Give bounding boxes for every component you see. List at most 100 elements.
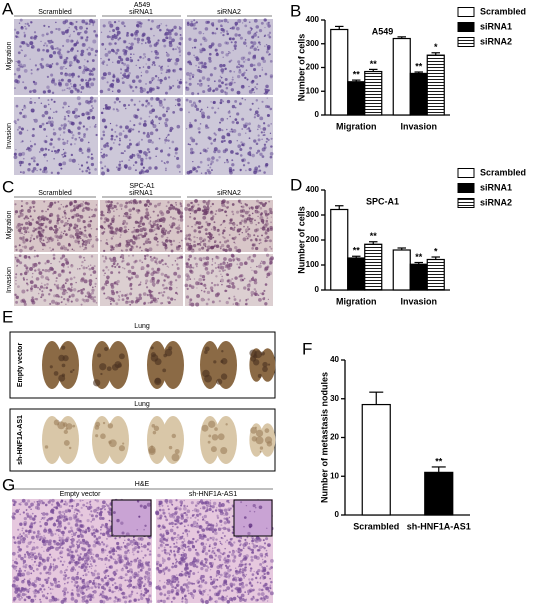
cell	[234, 21, 239, 26]
cell	[100, 31, 103, 34]
cell	[54, 564, 59, 569]
cell	[72, 83, 77, 88]
cell	[235, 210, 240, 214]
cell	[234, 276, 238, 280]
cell	[71, 158, 76, 163]
cell	[146, 152, 149, 154]
cell	[150, 224, 152, 226]
cell	[17, 554, 22, 558]
cell	[73, 500, 75, 502]
cell	[34, 505, 39, 510]
cell	[104, 522, 109, 527]
cell	[251, 102, 254, 105]
cell	[25, 512, 29, 516]
cell	[86, 167, 89, 170]
cell	[171, 512, 175, 516]
cell	[37, 292, 40, 295]
cell	[200, 61, 204, 65]
nodule	[93, 379, 101, 387]
cell	[43, 166, 48, 171]
cell	[112, 61, 114, 64]
panel-letter: C	[2, 177, 14, 196]
cell	[160, 291, 163, 294]
cell	[95, 124, 97, 126]
cell	[65, 204, 69, 208]
cell	[21, 592, 26, 597]
cell	[36, 592, 38, 594]
cell	[44, 578, 47, 581]
cell	[59, 556, 62, 558]
cell	[132, 89, 135, 93]
cell	[91, 73, 94, 76]
cell	[62, 131, 66, 134]
cell	[126, 569, 130, 573]
cell	[50, 508, 55, 513]
image	[14, 199, 273, 253]
cell	[161, 80, 163, 82]
cell	[43, 535, 45, 537]
cell	[137, 154, 142, 159]
cell	[51, 117, 54, 119]
cell	[114, 590, 116, 593]
cell	[194, 516, 197, 519]
cell	[69, 282, 73, 286]
cell	[120, 68, 122, 71]
cell	[105, 574, 107, 577]
cell	[79, 227, 82, 230]
column-label: siRNA2	[217, 190, 241, 197]
cell	[56, 503, 61, 507]
cell	[262, 539, 265, 542]
cell	[47, 500, 51, 504]
cell	[270, 137, 273, 140]
cell	[218, 79, 222, 83]
cell	[228, 110, 231, 112]
cell	[76, 96, 81, 101]
cell	[84, 30, 88, 34]
cell	[265, 253, 270, 257]
cell	[23, 35, 26, 38]
cell	[255, 246, 259, 251]
cell	[253, 47, 257, 51]
cell	[50, 45, 54, 49]
cell	[43, 24, 46, 27]
nodule	[264, 428, 270, 433]
cell	[224, 77, 228, 81]
cell	[248, 85, 250, 88]
cell	[140, 169, 144, 173]
cell	[49, 563, 52, 565]
cell	[116, 202, 119, 205]
cell	[165, 71, 168, 74]
cell	[17, 551, 19, 553]
cell	[94, 285, 97, 288]
cell	[21, 65, 24, 69]
cell	[140, 215, 144, 219]
nodule	[62, 355, 69, 362]
cell	[117, 228, 119, 230]
cell	[90, 162, 95, 167]
cell	[104, 48, 107, 50]
cell	[20, 501, 22, 504]
cell	[168, 32, 172, 36]
cell	[237, 547, 241, 551]
cell	[16, 565, 18, 568]
cell	[71, 507, 74, 510]
cell	[147, 271, 150, 275]
cell	[158, 122, 160, 124]
cell	[219, 101, 223, 105]
cell	[40, 275, 44, 279]
cell	[32, 156, 36, 161]
cell	[70, 537, 75, 542]
cell	[86, 501, 89, 505]
cell	[251, 246, 255, 250]
cell	[199, 69, 203, 74]
cell	[184, 206, 189, 211]
cell	[217, 149, 221, 154]
cell	[147, 564, 151, 568]
cell	[222, 248, 226, 252]
nodule	[150, 346, 154, 350]
cell	[271, 212, 273, 215]
cell	[233, 44, 237, 48]
cell	[206, 245, 211, 250]
cell	[228, 37, 233, 41]
cell	[84, 600, 86, 602]
